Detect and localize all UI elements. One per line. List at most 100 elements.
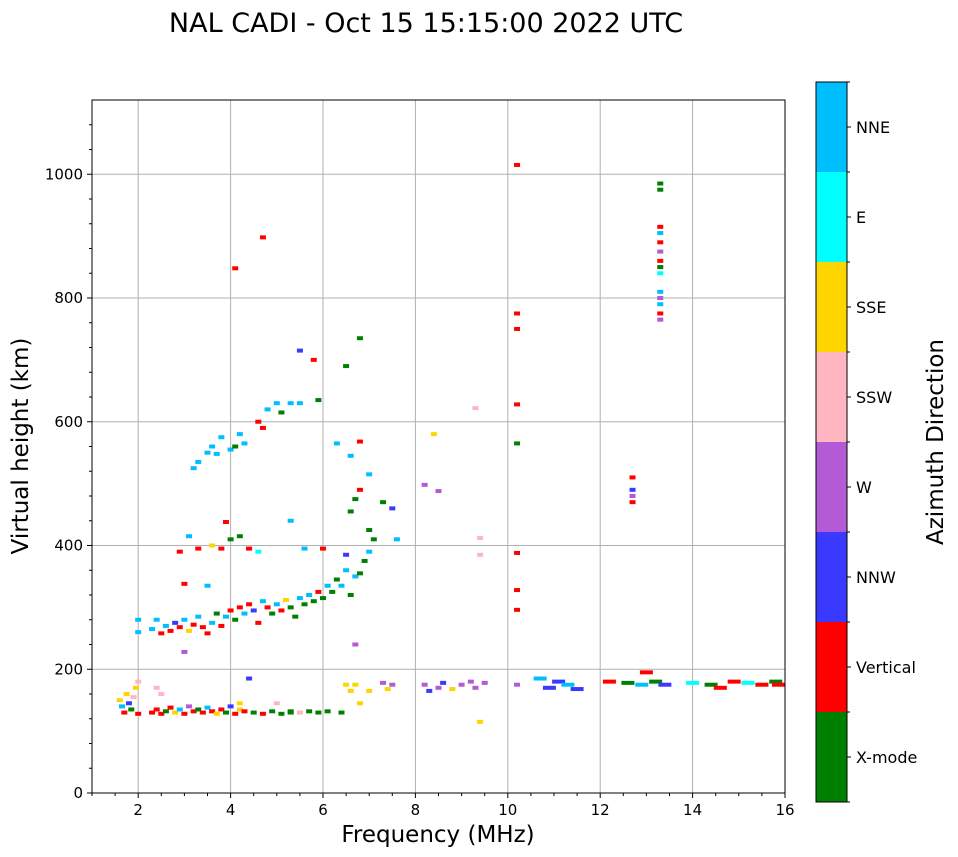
data-point [514, 311, 521, 316]
data-point [227, 537, 234, 542]
colorbar-segment [816, 262, 847, 352]
data-point [273, 701, 280, 706]
data-point [273, 602, 280, 607]
data-point [380, 680, 387, 685]
data-point [204, 583, 211, 588]
data-point [209, 543, 216, 548]
data-point [209, 620, 216, 625]
colorbar-tick-label: SSE [856, 298, 886, 317]
data-point [125, 701, 132, 706]
data-point [370, 537, 377, 542]
data-point [324, 709, 331, 714]
data-point [246, 602, 253, 607]
data-point [209, 444, 216, 449]
data-point [755, 682, 769, 687]
data-point [477, 552, 484, 557]
data-point [686, 680, 700, 685]
data-point [310, 599, 317, 604]
data-point [195, 707, 202, 712]
data-point [158, 711, 165, 716]
data-point [704, 682, 718, 687]
data-point [352, 497, 359, 502]
colorbar-tick-label: X-mode [856, 748, 917, 767]
data-point [135, 617, 142, 622]
data-point [338, 710, 345, 715]
data-point [264, 407, 271, 412]
data-point [657, 224, 664, 229]
data-point [421, 482, 428, 487]
data-point [657, 231, 664, 236]
data-point [278, 608, 285, 613]
y-axis: 0 200 400 600 800 1000 [45, 124, 92, 802]
data-point [514, 402, 521, 407]
data-point [356, 701, 363, 706]
data-point [320, 546, 326, 551]
data-point [181, 649, 188, 654]
data-point [356, 336, 363, 341]
data-point [552, 679, 566, 684]
colorbar-segment [816, 622, 847, 712]
data-point [296, 401, 303, 406]
data-point [629, 494, 636, 498]
data-point [713, 685, 727, 690]
data-point [514, 682, 521, 687]
data-point [181, 581, 188, 586]
data-point [306, 709, 313, 714]
data-point [153, 707, 160, 712]
data-point [259, 235, 266, 240]
data-point [246, 676, 253, 681]
data-point [366, 528, 373, 533]
y-tick-label: 400 [54, 537, 83, 555]
data-point [657, 317, 664, 322]
data-point [232, 617, 239, 622]
colorbar-segment [816, 352, 847, 442]
data-point [176, 625, 183, 630]
data-point [162, 709, 169, 714]
x-tick-label: 16 [775, 801, 794, 819]
data-point [657, 249, 664, 254]
data-point [352, 682, 359, 687]
data-point [356, 571, 363, 576]
data-point [458, 682, 465, 687]
colorbar-tick-label: SSW [856, 388, 892, 407]
data-point [514, 588, 521, 593]
y-tick-label: 600 [54, 413, 83, 431]
data-point [472, 685, 479, 690]
data-point [199, 625, 206, 630]
data-point [181, 711, 188, 716]
data-point [347, 688, 354, 693]
data-point [338, 583, 345, 588]
data-point [199, 710, 206, 715]
data-point [116, 698, 123, 703]
data-point [149, 710, 156, 715]
data-point [658, 682, 672, 687]
data-point [352, 574, 359, 579]
data-point [213, 451, 220, 456]
data-point [227, 608, 234, 613]
data-point [343, 682, 350, 687]
colorbar-frame [815, 81, 848, 803]
x-axis-label: Frequency (MHz) [341, 822, 534, 848]
x-tick-label: 2 [133, 801, 143, 819]
data-point [384, 687, 391, 692]
colorbar: X-mode Vertical NNW W SSW SSE E NNE [815, 81, 917, 803]
data-point [218, 546, 225, 551]
data-point [232, 711, 239, 716]
data-point [514, 550, 521, 555]
data-point [629, 475, 636, 480]
data-point [621, 680, 635, 685]
data-point [195, 546, 202, 551]
colorbar-segment [816, 532, 847, 622]
data-point [287, 401, 294, 406]
data-point [250, 608, 257, 613]
data-point [236, 701, 243, 706]
data-point [236, 707, 243, 712]
data-point [135, 630, 142, 635]
data-point [232, 266, 239, 271]
data-point [158, 631, 165, 636]
data-point [389, 506, 396, 511]
data-point [477, 719, 484, 724]
data-point [167, 705, 174, 710]
data-point [259, 599, 266, 604]
data-point [310, 357, 317, 362]
